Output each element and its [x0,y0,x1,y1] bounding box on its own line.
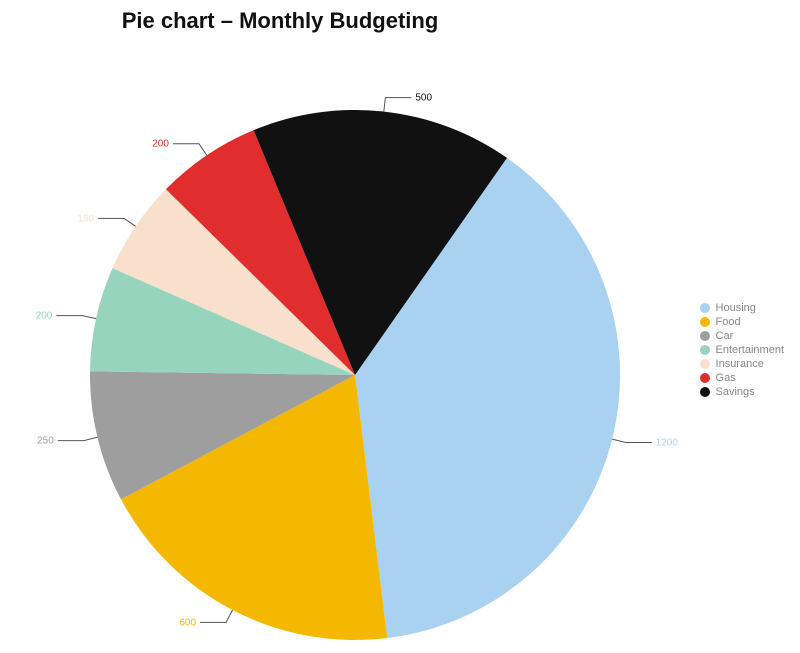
legend-swatch [700,317,710,327]
legend-item-gas: Gas [700,372,784,384]
legend-item-housing: Housing [700,302,784,314]
legend-label: Insurance [716,358,764,370]
legend-item-insurance: Insurance [700,358,784,370]
legend-label: Housing [716,302,756,314]
legend-item-entertainment: Entertainment [700,344,784,356]
legend-label: Savings [716,386,755,398]
legend: Housing Food Car Entertainment Insurance Gas S… [700,300,784,400]
pie-chart: 1200 600 250 200 180 200 500 [0,0,800,653]
legend-item-savings: Savings [700,386,784,398]
legend-swatch [700,387,710,397]
legend-swatch [700,345,710,355]
legend-label: Gas [716,372,736,384]
legend-label: Food [716,316,741,328]
slice-value-label: 200 [152,139,169,150]
chart-stage: Pie chart – Monthly Budgeting 1200 600 250… [0,0,800,653]
slice-value-label: 1200 [656,438,679,449]
legend-swatch [700,373,710,383]
legend-item-car: Car [700,330,784,342]
legend-swatch [700,331,710,341]
leader-line [173,144,207,156]
chart-title: Pie chart – Monthly Budgeting [0,8,560,34]
slice-value-label: 600 [179,617,196,628]
slice-value-label: 200 [36,311,53,322]
legend-item-food: Food [700,316,784,328]
legend-swatch [700,359,710,369]
leader-line [384,98,412,112]
slice-value-label: 180 [77,213,94,224]
slice-value-label: 500 [415,93,432,104]
legend-swatch [700,303,710,313]
slice-value-label: 250 [37,436,54,447]
leader-line [58,437,98,440]
leader-line [98,218,136,226]
legend-label: Entertainment [716,344,784,356]
legend-label: Car [716,330,734,342]
leader-line [612,439,652,442]
leader-line [200,610,232,622]
leader-line [56,316,96,319]
